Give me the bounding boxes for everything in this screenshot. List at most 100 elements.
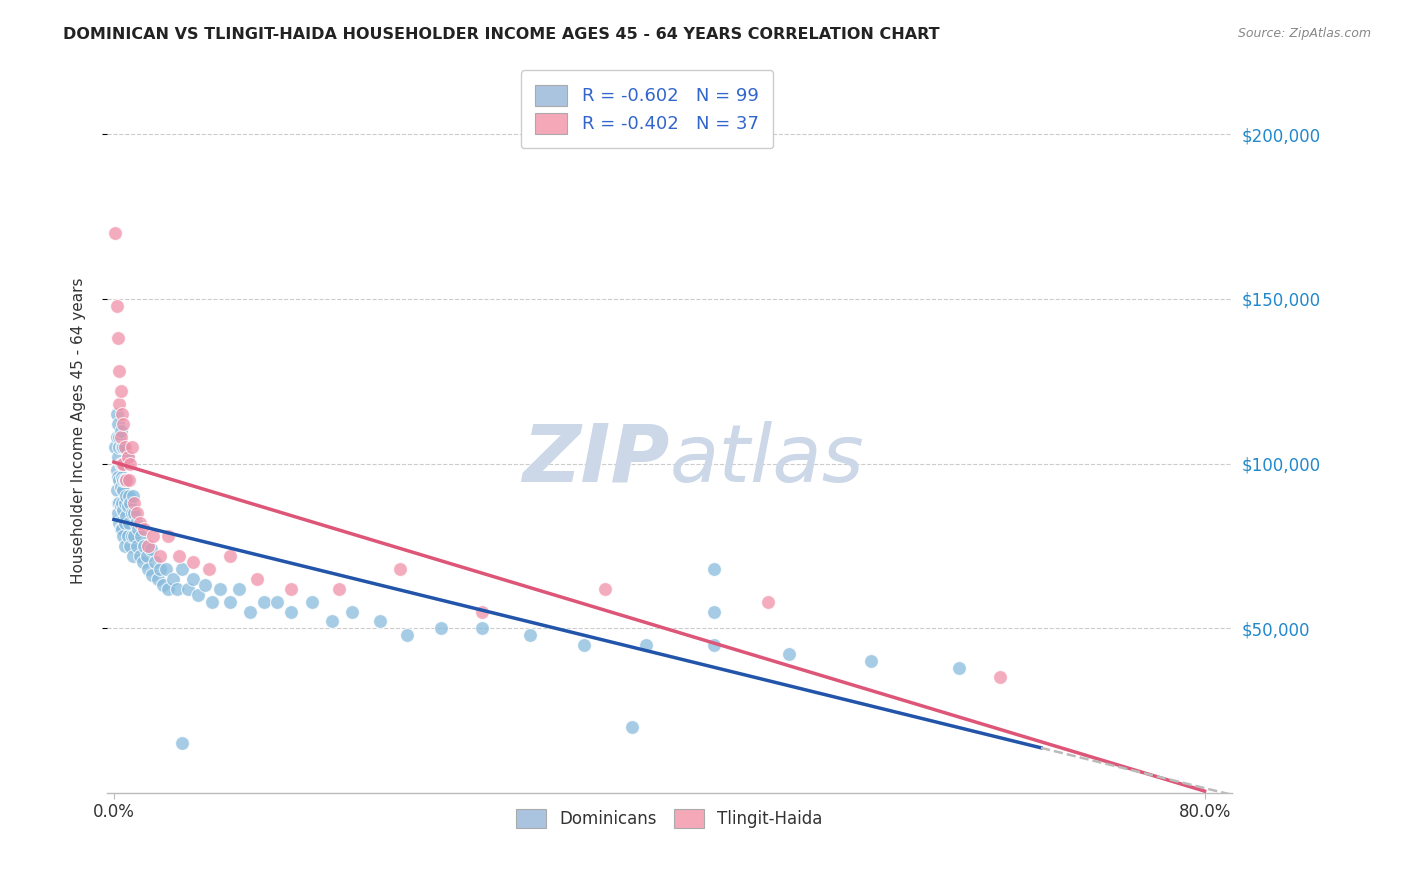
Point — [703, 562, 725, 576]
Point — [135, 549, 157, 563]
Point — [118, 473, 141, 487]
Point — [107, 331, 129, 345]
Point — [107, 417, 129, 431]
Point — [124, 506, 146, 520]
Point — [114, 440, 136, 454]
Point — [187, 588, 209, 602]
Point — [108, 364, 131, 378]
Point — [471, 605, 494, 619]
Point — [114, 496, 136, 510]
Text: ZIP: ZIP — [522, 420, 669, 499]
Point — [112, 483, 135, 497]
Point — [111, 407, 134, 421]
Point — [112, 417, 135, 431]
Point — [198, 562, 221, 576]
Point — [110, 384, 132, 398]
Point — [107, 469, 129, 483]
Point — [301, 595, 323, 609]
Point — [120, 496, 142, 510]
Point — [141, 568, 163, 582]
Point — [105, 298, 128, 312]
Point — [181, 555, 204, 569]
Point — [121, 506, 143, 520]
Point — [112, 457, 135, 471]
Point — [152, 578, 174, 592]
Point — [122, 490, 145, 504]
Point — [778, 648, 800, 662]
Point — [176, 582, 198, 596]
Legend: Dominicans, Tlingit-Haida: Dominicans, Tlingit-Haida — [510, 803, 830, 835]
Point — [108, 473, 131, 487]
Point — [228, 582, 250, 596]
Point — [107, 496, 129, 510]
Point — [239, 605, 262, 619]
Point — [136, 562, 159, 576]
Point — [111, 496, 134, 510]
Point — [253, 595, 276, 609]
Point — [149, 549, 172, 563]
Point — [124, 496, 146, 510]
Point — [593, 582, 616, 596]
Point — [129, 529, 152, 543]
Point — [430, 621, 453, 635]
Point — [120, 539, 142, 553]
Point — [111, 522, 134, 536]
Point — [112, 529, 135, 543]
Point — [703, 638, 725, 652]
Point — [107, 506, 129, 520]
Point — [105, 430, 128, 444]
Point — [105, 463, 128, 477]
Point — [125, 516, 148, 530]
Point — [143, 555, 166, 569]
Point — [104, 440, 127, 454]
Point — [139, 542, 162, 557]
Point — [395, 628, 418, 642]
Point — [110, 457, 132, 471]
Point — [756, 595, 779, 609]
Point — [574, 638, 596, 652]
Point — [122, 549, 145, 563]
Point — [162, 572, 184, 586]
Point — [108, 430, 131, 444]
Text: atlas: atlas — [669, 420, 865, 499]
Point — [166, 582, 188, 596]
Point — [125, 539, 148, 553]
Point — [120, 457, 142, 471]
Point — [146, 572, 169, 586]
Point — [121, 440, 143, 454]
Point — [142, 529, 165, 543]
Point — [110, 479, 132, 493]
Point — [110, 522, 132, 536]
Point — [620, 720, 643, 734]
Point — [127, 522, 149, 536]
Point — [128, 516, 150, 530]
Point — [112, 440, 135, 454]
Point — [115, 473, 138, 487]
Point — [194, 578, 217, 592]
Point — [280, 605, 302, 619]
Point — [209, 582, 232, 596]
Point — [132, 522, 155, 536]
Point — [112, 473, 135, 487]
Point — [519, 628, 541, 642]
Point — [368, 615, 391, 629]
Y-axis label: Householder Income Ages 45 - 64 years: Householder Income Ages 45 - 64 years — [72, 277, 86, 584]
Point — [114, 539, 136, 553]
Point — [105, 483, 128, 497]
Point — [389, 562, 412, 576]
Point — [115, 473, 138, 487]
Text: Source: ZipAtlas.com: Source: ZipAtlas.com — [1237, 27, 1371, 40]
Point — [634, 638, 657, 652]
Point — [266, 595, 288, 609]
Point — [157, 582, 180, 596]
Point — [170, 562, 193, 576]
Point — [108, 440, 131, 454]
Point — [218, 595, 240, 609]
Point — [110, 430, 132, 444]
Point — [108, 516, 131, 530]
Point — [117, 450, 139, 464]
Point — [110, 500, 132, 514]
Point — [131, 555, 153, 569]
Point — [136, 539, 159, 553]
Point — [117, 529, 139, 543]
